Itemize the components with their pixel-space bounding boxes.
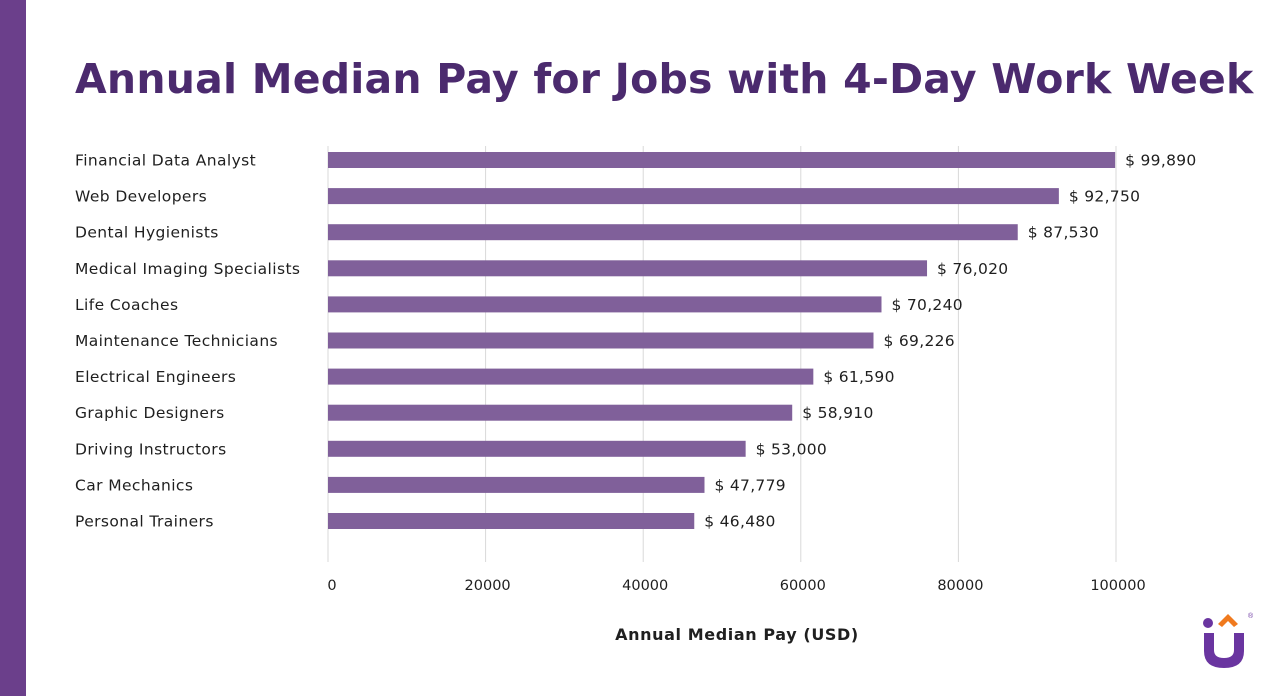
bar [328, 476, 705, 493]
bar [328, 440, 746, 457]
category-label: Medical Imaging Specialists [75, 260, 300, 278]
category-label: Dental Hygienists [75, 224, 219, 242]
value-label: $ 47,779 [714, 476, 785, 494]
x-tick-label: 80000 [937, 578, 983, 594]
category-label: Web Developers [75, 188, 207, 206]
value-label: $ 61,590 [823, 368, 894, 386]
bar [328, 260, 928, 277]
chart-title: Annual Median Pay for Jobs with 4-Day Wo… [75, 55, 1254, 103]
category-label: Personal Trainers [75, 513, 214, 531]
x-tick-label: 60000 [780, 578, 826, 594]
x-tick-label: 100000 [1090, 578, 1145, 594]
category-label: Driving Instructors [75, 440, 227, 458]
bar [328, 404, 793, 421]
bar [328, 513, 695, 529]
x-axis-title: Annual Median Pay (USD) [615, 625, 859, 644]
value-label: $ 53,000 [756, 440, 827, 458]
bars [328, 152, 1116, 529]
value-label: $ 76,020 [937, 260, 1008, 278]
value-label: $ 69,226 [884, 332, 955, 350]
x-tick-label: 40000 [622, 578, 668, 594]
x-axis-ticks: 0 20000 40000 60000 80000 100000 [327, 578, 1145, 594]
value-label: $ 87,530 [1028, 224, 1099, 242]
x-tick-label: 0 [327, 578, 336, 594]
registered-mark: ® [1248, 612, 1254, 620]
category-label: Graphic Designers [75, 404, 225, 422]
bar [328, 296, 882, 313]
value-label: $ 99,890 [1125, 152, 1196, 170]
value-label: $ 92,750 [1069, 188, 1140, 206]
bar [328, 152, 1116, 168]
bar [328, 188, 1059, 205]
category-label: Maintenance Technicians [75, 332, 278, 350]
category-labels: Financial Data Analyst Web Developers Dent… [75, 152, 300, 531]
value-label: $ 58,910 [802, 404, 873, 422]
side-accent-bar [0, 0, 26, 696]
bar [328, 224, 1018, 241]
category-label: Life Coaches [75, 296, 178, 314]
category-label: Financial Data Analyst [75, 152, 256, 170]
bar [328, 368, 814, 385]
brand-logo-icon: ® [1203, 612, 1254, 668]
bar [328, 332, 874, 349]
value-label: $ 46,480 [704, 513, 775, 531]
grid-lines [327, 146, 1117, 562]
value-labels: $ 99,890 $ 92,750 $ 87,530 $ 76,020 $ 70,240… [704, 152, 1196, 531]
x-tick-label: 20000 [465, 578, 511, 594]
category-label: Car Mechanics [75, 476, 193, 494]
value-label: $ 70,240 [891, 296, 962, 314]
category-label: Electrical Engineers [75, 368, 236, 386]
